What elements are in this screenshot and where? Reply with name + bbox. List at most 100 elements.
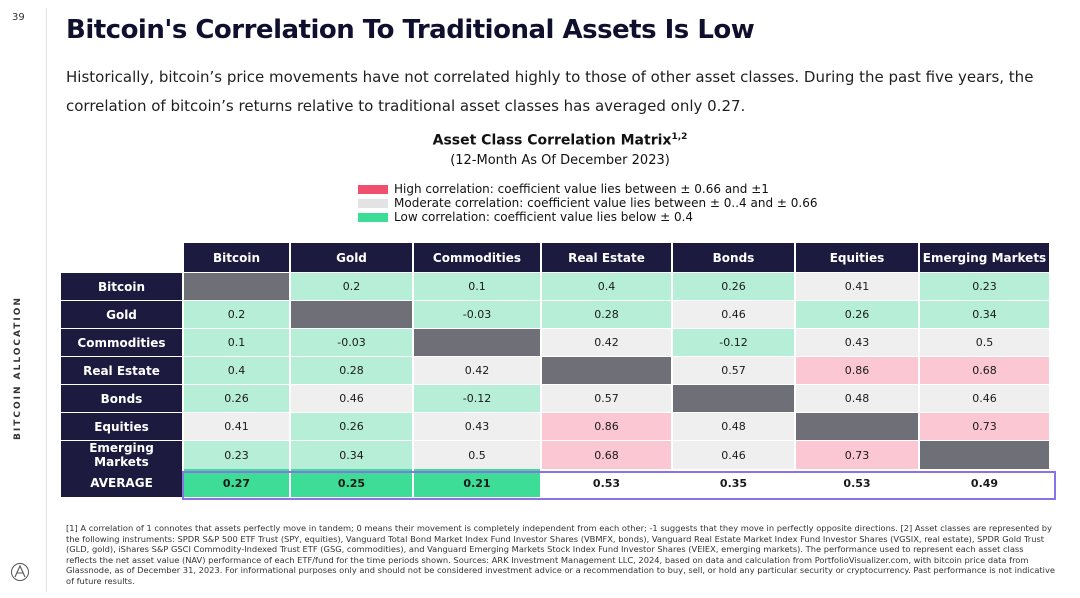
matrix-cell: 0.23 [184,440,289,469]
row-header: Real Estate [61,356,182,384]
matrix-row-emerging-markets: Emerging Markets 0.23 0.34 0.5 0.68 0.46 0.73 [61,440,1049,469]
matrix-row-real-estate: Real Estate 0.4 0.28 0.42 0.57 0.86 0.68 [61,356,1049,384]
legend-swatch-low [358,212,388,222]
matrix-title-footnote-ref: 1,2 [671,132,688,142]
legend-label-low: Low correlation: coefficient value lies … [394,210,694,224]
matrix-cell: 0.5 [920,328,1049,356]
matrix-diagonal-cell [542,356,671,384]
matrix-cell: 0.48 [796,384,918,412]
matrix-cell: 0.43 [796,328,918,356]
matrix-cell: 0.26 [291,412,412,440]
matrix-cell: 0.86 [796,356,918,384]
matrix-cell: 0.86 [542,412,671,440]
matrix-legend: High correlation: coefficient value lies… [358,182,817,224]
matrix-diagonal-cell [920,440,1049,469]
matrix-cell: 0.1 [184,328,289,356]
matrix-diagonal-cell [291,300,412,328]
section-side-label: BITCOIN ALLOCATION [13,296,23,440]
page-number: 39 [12,12,25,23]
row-header: Bonds [61,384,182,412]
matrix-cell: 0.68 [920,356,1049,384]
matrix-cell: 0.57 [673,356,794,384]
average-cell: 0.49 [920,469,1049,497]
matrix-cell: 0.42 [542,328,671,356]
matrix-cell: 0.2 [291,272,412,300]
matrix-cell: 0.26 [796,300,918,328]
matrix-diagonal-cell [184,272,289,300]
col-header-commodities: Commodities [414,243,540,272]
average-cell: 0.27 [184,469,289,497]
matrix-row-equities: Equities 0.41 0.26 0.43 0.86 0.48 0.73 [61,412,1049,440]
col-header-real-estate: Real Estate [542,243,671,272]
row-header-average: AVERAGE [61,469,182,497]
matrix-cell: 0.46 [673,300,794,328]
matrix-row-commodities: Commodities 0.1 -0.03 0.42 -0.12 0.43 0.5 [61,328,1049,356]
matrix-row-bonds: Bonds 0.26 0.46 -0.12 0.57 0.48 0.46 [61,384,1049,412]
col-header-gold: Gold [291,243,412,272]
row-header: Gold [61,300,182,328]
legend-swatch-moderate [358,198,388,208]
matrix-cell: 0.41 [796,272,918,300]
matrix-cell: 0.28 [291,356,412,384]
average-cell: 0.35 [673,469,794,497]
legend-item-low: Low correlation: coefficient value lies … [358,210,817,224]
average-cell: 0.21 [414,469,540,497]
page-title: Bitcoin's Correlation To Traditional Ass… [66,15,755,45]
matrix-cell: 0.46 [920,384,1049,412]
matrix-row-average: AVERAGE 0.27 0.25 0.21 0.53 0.35 0.53 0.49 [61,469,1049,497]
matrix-cell: 0.26 [184,384,289,412]
legend-label-high: High correlation: coefficient value lies… [394,182,769,196]
matrix-cell: -0.12 [414,384,540,412]
col-header-equities: Equities [796,243,918,272]
matrix-cell: 0.4 [184,356,289,384]
matrix-cell: 0.2 [184,300,289,328]
matrix-cell: -0.12 [673,328,794,356]
matrix-cell: -0.03 [414,300,540,328]
average-cell: 0.25 [291,469,412,497]
matrix-cell: 0.28 [542,300,671,328]
matrix-cell: 0.23 [920,272,1049,300]
row-header: Emerging Markets [61,440,182,469]
matrix-cell: 0.34 [291,440,412,469]
matrix-diagonal-cell [414,328,540,356]
matrix-cell: 0.34 [920,300,1049,328]
average-cell: 0.53 [542,469,671,497]
matrix-cell: -0.03 [291,328,412,356]
ark-logo-icon [11,563,29,581]
matrix-cell: 0.41 [184,412,289,440]
matrix-cell: 0.46 [673,440,794,469]
matrix-cell: 0.68 [542,440,671,469]
matrix-corner [61,243,182,272]
matrix-cell: 0.57 [542,384,671,412]
matrix-cell: 0.73 [796,440,918,469]
matrix-cell: 0.43 [414,412,540,440]
row-header: Commodities [61,328,182,356]
matrix-cell: 0.42 [414,356,540,384]
matrix-row-bitcoin: Bitcoin 0.2 0.1 0.4 0.26 0.41 0.23 [61,272,1049,300]
matrix-cell: 0.5 [414,440,540,469]
matrix-cell: 0.26 [673,272,794,300]
matrix-row-gold: Gold 0.2 -0.03 0.28 0.46 0.26 0.34 [61,300,1049,328]
col-header-bonds: Bonds [673,243,794,272]
matrix-cell: 0.46 [291,384,412,412]
matrix-title-text: Asset Class Correlation Matrix [432,132,672,149]
correlation-matrix: Bitcoin Gold Commodities Real Estate Bon… [59,243,1051,497]
matrix-subtitle: (12-Month As Of December 2023) [450,153,670,168]
legend-item-moderate: Moderate correlation: coefficient value … [358,196,817,210]
matrix-diagonal-cell [673,384,794,412]
matrix-title: Asset Class Correlation Matrix1,2 [0,132,1080,149]
col-header-emerging-markets: Emerging Markets [920,243,1049,272]
page-subtitle: Historically, bitcoin’s price movements … [66,68,1034,115]
legend-swatch-high [358,184,388,194]
matrix-cell: 0.4 [542,272,671,300]
matrix-cell: 0.73 [920,412,1049,440]
matrix-cell: 0.1 [414,272,540,300]
footnote: [1] A correlation of 1 connotes that ass… [66,523,1055,586]
row-header: Bitcoin [61,272,182,300]
average-cell: 0.53 [796,469,918,497]
matrix-diagonal-cell [796,412,918,440]
matrix-cell: 0.48 [673,412,794,440]
legend-item-high: High correlation: coefficient value lies… [358,182,817,196]
row-header: Equities [61,412,182,440]
margin-divider [46,8,47,592]
